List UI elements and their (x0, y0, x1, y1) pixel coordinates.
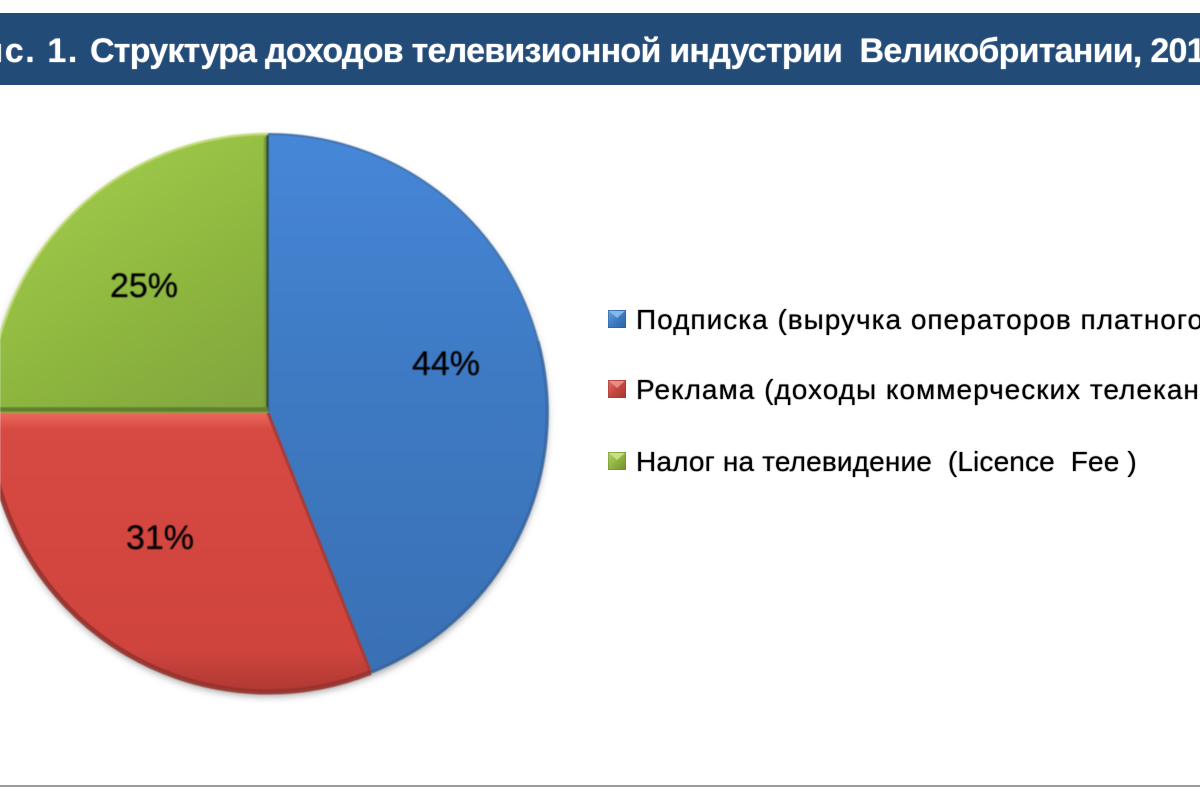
svg-text:44%: 44% (412, 345, 480, 383)
svg-text:31%: 31% (126, 519, 194, 557)
svg-text:25%: 25% (110, 267, 178, 305)
